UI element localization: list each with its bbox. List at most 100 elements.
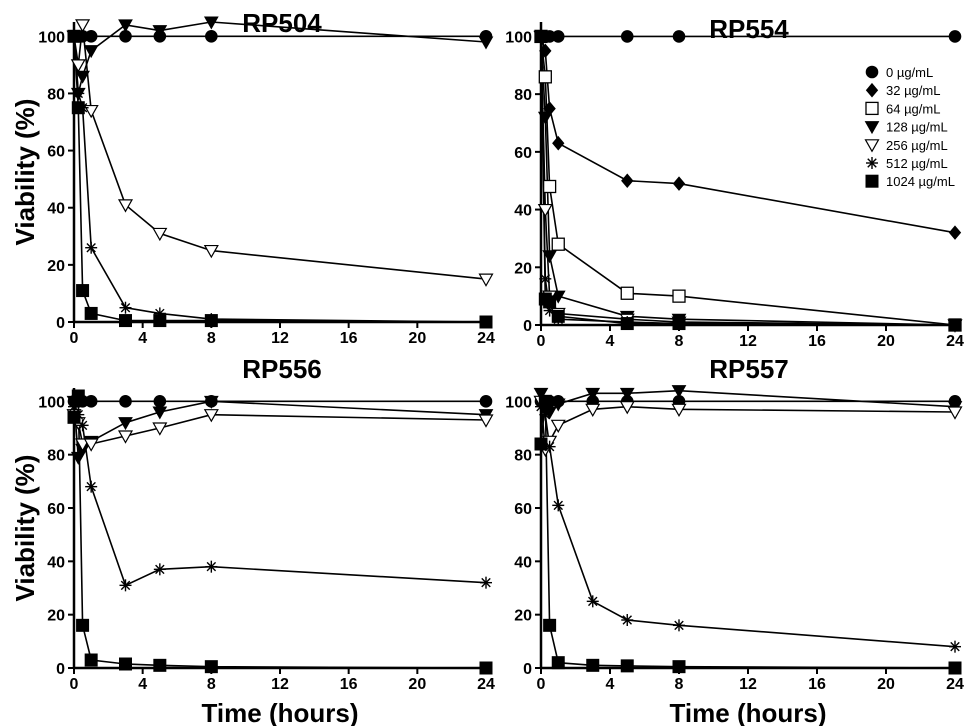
- series-line-3: [73, 24, 487, 280]
- data-point: [673, 619, 685, 632]
- series-3-points: [66, 19, 494, 287]
- series-line-5: [73, 36, 487, 323]
- panel-title: RP554: [709, 14, 789, 44]
- legend: 0 µg/mL 32 µg/mL 64 µg/mL 128 µg/mL 256 µg/m…: [864, 65, 955, 189]
- data-point: [619, 401, 635, 415]
- data-point: [153, 563, 166, 576]
- x-tick-label: 12: [739, 333, 757, 350]
- x-tick-label: 20: [877, 676, 895, 693]
- series-4-points: [535, 400, 961, 653]
- y-tick-label: 60: [514, 145, 532, 162]
- data-point: [83, 438, 99, 452]
- data-point: [117, 199, 134, 213]
- y-tick-label: 20: [514, 608, 532, 625]
- data-point: [537, 111, 553, 125]
- data-point: [70, 451, 86, 465]
- y-tick-label: 20: [514, 260, 532, 277]
- y-tick-label: 0: [56, 661, 65, 678]
- y-tick-label: 0: [523, 661, 532, 678]
- y-tick-label: 80: [47, 86, 65, 103]
- series-line-5: [540, 401, 956, 669]
- x-tick-label: 0: [537, 333, 546, 350]
- data-point: [119, 314, 132, 328]
- data-point: [585, 403, 601, 418]
- data-point: [672, 660, 686, 674]
- y-axis-title: Viability (%): [10, 455, 40, 602]
- data-point: [948, 225, 962, 240]
- data-point: [204, 660, 218, 674]
- data-point: [72, 87, 85, 100]
- chart-panel-4: 0 4 8 12 16 20 24 0 20 40 60 80 100 RP557 Time (hours): [505, 354, 964, 726]
- y-tick-label: 40: [514, 554, 532, 571]
- data-point: [672, 30, 686, 43]
- x-tick-label: 16: [340, 330, 358, 347]
- x-tick-label: 24: [946, 676, 964, 693]
- y-tick-label: 80: [47, 448, 65, 465]
- series-line-2: [73, 400, 487, 461]
- y-tick-label: 0: [56, 315, 65, 332]
- data-point: [585, 387, 601, 401]
- x-tick-label: 8: [675, 676, 684, 693]
- data-point: [947, 406, 963, 420]
- x-tick-label: 0: [537, 676, 546, 693]
- x-tick-label: 12: [739, 676, 757, 693]
- legend-label: 0 µg/mL: [886, 65, 933, 80]
- data-point: [948, 661, 962, 675]
- x-axis-title: Time (hours): [670, 698, 827, 726]
- legend-marker: [864, 121, 880, 135]
- data-point: [118, 417, 133, 431]
- y-tick-label: 60: [47, 144, 65, 161]
- y-tick-label: 100: [38, 394, 65, 411]
- legend-label: 1024 µg/mL: [886, 174, 955, 189]
- y-tick-label: 100: [505, 29, 532, 46]
- data-point: [543, 618, 557, 632]
- data-point: [539, 408, 552, 421]
- data-point: [119, 395, 132, 408]
- data-point: [85, 241, 98, 254]
- y-tick-label: 40: [47, 201, 65, 218]
- x-tick-label: 12: [271, 330, 289, 347]
- x-tick-label: 16: [340, 676, 358, 693]
- data-point: [118, 19, 133, 33]
- data-point: [621, 614, 634, 626]
- data-point: [83, 45, 99, 59]
- legend-label: 32 µg/mL: [886, 83, 940, 98]
- data-point: [671, 385, 687, 399]
- data-point: [586, 658, 600, 672]
- series-line-5: [73, 395, 487, 669]
- data-point: [949, 640, 961, 653]
- x-tick-label: 4: [606, 333, 615, 350]
- x-tick-label: 20: [877, 333, 895, 350]
- legend-marker: [866, 157, 878, 169]
- data-point: [152, 25, 168, 39]
- data-point: [478, 36, 494, 50]
- data-point: [551, 30, 565, 43]
- data-point: [203, 16, 219, 30]
- series-4-points: [68, 30, 492, 328]
- panel-title: RP556: [242, 354, 322, 384]
- data-point: [480, 576, 492, 589]
- data-point: [672, 317, 686, 331]
- series-line-4: [73, 36, 487, 323]
- series-5-points: [534, 394, 962, 675]
- x-tick-label: 20: [408, 676, 426, 693]
- data-point: [152, 406, 168, 420]
- x-tick-label: 24: [946, 333, 964, 350]
- series-line-4: [540, 406, 956, 648]
- chart-panel-1: 0 4 8 12 16 20 24 0 20 40 60 80 100 RP504 Viability (%…: [10, 8, 495, 347]
- data-point: [542, 250, 557, 264]
- data-point: [539, 272, 552, 285]
- data-point: [204, 314, 218, 328]
- data-point: [542, 179, 557, 194]
- series-4-points: [68, 400, 492, 592]
- legend-label: 128 µg/mL: [886, 120, 948, 135]
- data-point: [84, 29, 98, 43]
- data-point: [153, 314, 167, 328]
- y-tick-label: 100: [38, 29, 65, 46]
- x-tick-label: 0: [70, 676, 79, 693]
- data-point: [619, 387, 635, 401]
- x-tick-label: 8: [675, 333, 684, 350]
- data-point: [550, 398, 566, 412]
- data-point: [478, 273, 494, 287]
